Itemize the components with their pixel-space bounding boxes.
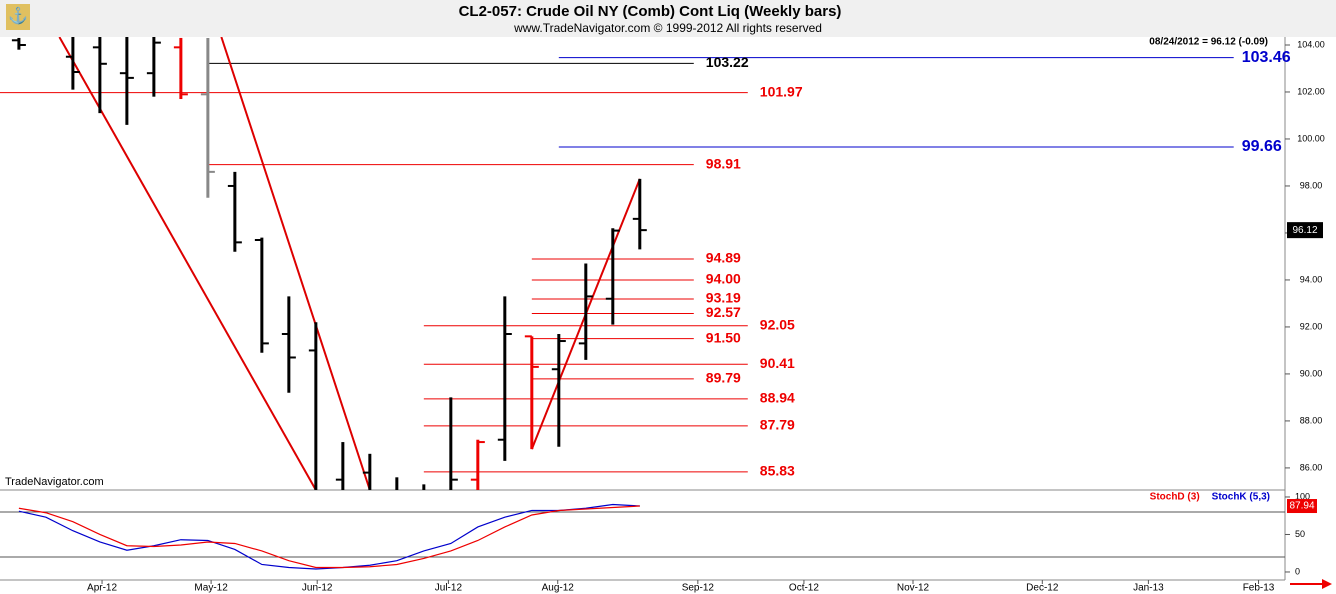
x-tick-label: Oct-12: [789, 583, 819, 594]
last-price: 96.12: [1292, 225, 1317, 236]
last-price-box: [1287, 222, 1323, 239]
level-label: 101.97: [760, 83, 803, 99]
level-label: 103.46: [1242, 49, 1291, 66]
level-label: 103.22: [706, 54, 749, 70]
level-label: 92.57: [706, 304, 741, 320]
x-tick-label: May-12: [194, 583, 228, 594]
info: 08/24/2012 = 96.12 (-0.09): [1149, 37, 1268, 48]
legend-entry: StochK (5,3): [1212, 492, 1270, 503]
header: [0, 0, 1336, 37]
level-label: 90.41: [760, 355, 795, 371]
svg-text:⚓: ⚓: [8, 6, 28, 25]
x-tick-label: Dec-12: [1026, 583, 1059, 594]
level-label: 89.79: [706, 370, 741, 386]
y-tick-label: 86.00: [1300, 462, 1323, 472]
y-tick-label: 98.00: [1300, 180, 1323, 190]
stoch-line: [18, 505, 640, 569]
level-label: 94.89: [706, 250, 741, 266]
stoch-y-tick-label: 50: [1295, 529, 1305, 539]
x-tick-label: Feb-13: [1243, 583, 1275, 594]
level-label: 85.83: [760, 463, 795, 479]
trend-line: [58, 37, 317, 490]
stoch-y-tick-label: 0: [1295, 566, 1300, 576]
x-tick-label: Nov-12: [897, 583, 930, 594]
stoch-value: 87.94: [1289, 501, 1314, 512]
watermark: TradeNavigator.com: [5, 476, 104, 488]
y-tick-label: 94.00: [1300, 274, 1323, 284]
x-tick-label: Sep-12: [682, 583, 715, 594]
trend-line: [220, 37, 371, 490]
annotations: 86.0088.0090.0092.0094.0096.0098.00100.0…: [87, 39, 1325, 593]
stoch-line: [18, 503, 640, 570]
stoch-y-tick-label: 100: [1295, 491, 1310, 501]
level-label: 87.79: [760, 417, 795, 433]
chart-title: CL2-057: Crude Oil NY (Comb) Cont Liq (W…: [459, 3, 842, 20]
level-label: 91.50: [706, 329, 741, 345]
x-tick-label: Jun-12: [302, 583, 333, 594]
scroll-arrow[interactable]: [1290, 579, 1332, 589]
y-tick-label: 104.00: [1297, 39, 1325, 49]
y-tick-label: 88.00: [1300, 415, 1323, 425]
level-label: 88.94: [760, 390, 795, 406]
legend-entry: StochD (3): [1150, 492, 1200, 503]
stoch-plot: [0, 503, 1285, 570]
level-label: 92.05: [760, 316, 795, 332]
y-tick-label: 100.00: [1297, 133, 1325, 143]
stoch-value-box: [1287, 499, 1317, 514]
x-tick-label: Apr-12: [87, 583, 117, 594]
level-label: 93.19: [706, 290, 741, 306]
y-tick-label: 90.00: [1300, 368, 1323, 378]
x-tick-label: Aug-12: [542, 583, 575, 594]
level-label: 99.66: [1242, 138, 1282, 155]
level-label: 94.00: [706, 271, 741, 287]
chart-subtitle: www.TradeNavigator.com © 1999-2012 All r…: [513, 21, 822, 35]
level-label: 98.91: [706, 155, 741, 171]
y-tick-label: 92.00: [1300, 321, 1323, 331]
logo: ⚓: [6, 4, 30, 30]
y-tick-label: 102.00: [1297, 86, 1325, 96]
price-plot: [0, 37, 1234, 490]
x-tick-label: Jul-12: [435, 583, 463, 594]
x-tick-label: Jan-13: [1133, 583, 1164, 594]
